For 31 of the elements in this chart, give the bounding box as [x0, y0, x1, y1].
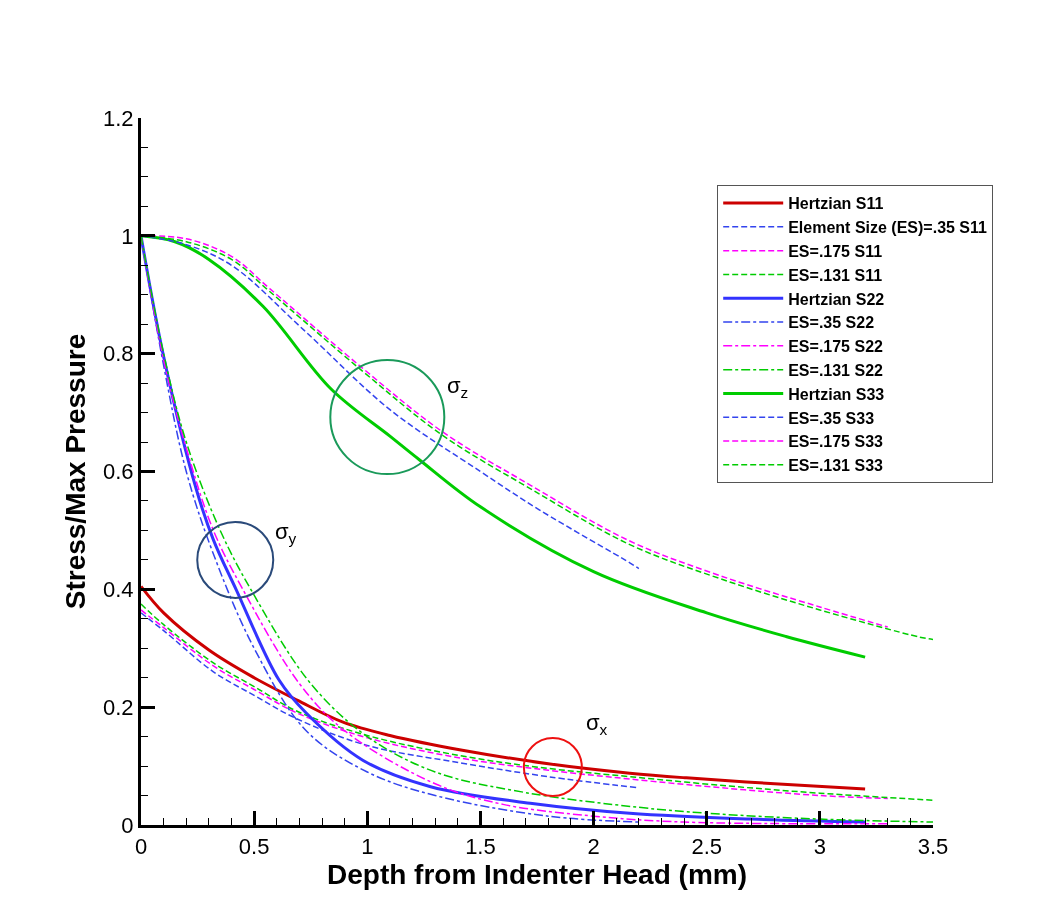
legend-label: Hertzian S22: [788, 290, 885, 308]
legend-label: ES=.175 S33: [788, 433, 884, 451]
x-tick-label: 0.5: [238, 834, 270, 860]
annotation: σ$_{y}$: [275, 519, 297, 547]
legend-label: ES=.175 S11: [788, 242, 883, 260]
x-tick-label: 2.5: [691, 834, 723, 860]
legend-label: Hertzian S33: [788, 385, 885, 403]
y-tick-label: 1: [121, 223, 134, 249]
legend-label: ES=.35 S33: [788, 409, 875, 427]
legend-label: ES=.35 S22: [788, 314, 875, 332]
y-tick-label: 0: [121, 812, 134, 838]
legend-label: Hertzian S11: [788, 195, 884, 213]
legend-label: Element Size (ES)=.35 S11: [788, 219, 988, 237]
x-tick-label: 2: [587, 834, 600, 860]
y-tick-label: 0.8: [103, 341, 134, 367]
annotation: σ$_{z}$: [447, 373, 469, 401]
y-tick-label: 0.4: [103, 577, 134, 603]
y-tick-label: 0.2: [103, 694, 134, 720]
x-tick-label: 3: [813, 834, 826, 860]
annotation: σ$_{x}$: [586, 710, 608, 738]
legend-label: ES=.131 S33: [788, 457, 884, 475]
x-axis-title: Depth from Indenter Head (mm): [326, 859, 748, 891]
y-axis-title: Stress/Max Pressure: [59, 333, 91, 610]
y-tick-label: 1.2: [103, 105, 134, 131]
y-tick-label: 0.6: [103, 459, 134, 485]
legend-label: ES=.131 S22: [788, 361, 884, 379]
x-tick-label: 3.5: [917, 834, 949, 860]
legend-label: ES=.175 S22: [788, 338, 884, 356]
x-tick-label: 1: [361, 834, 374, 860]
x-tick-label: 1.5: [465, 834, 496, 860]
legend-label: ES=.131 S11: [788, 266, 883, 284]
